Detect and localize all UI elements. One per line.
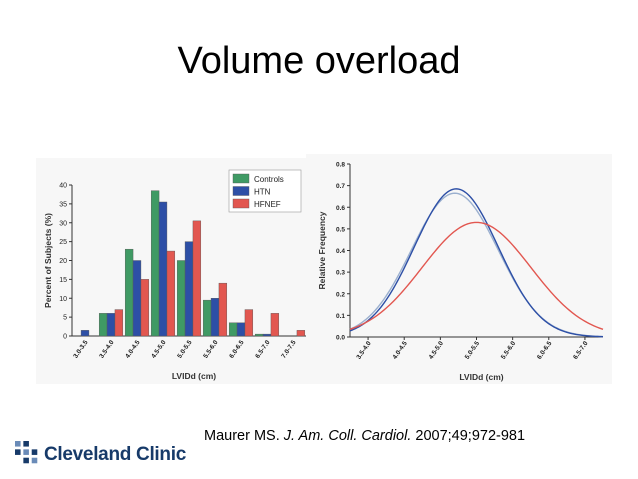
y-tick-label: 0.6 xyxy=(336,205,345,212)
citation: Maurer MS. J. Am. Coll. Cardiol. 2007;49… xyxy=(204,428,525,444)
bar-controls xyxy=(98,313,108,337)
y-tick-label: 10 xyxy=(59,296,67,303)
legend-label-hfnef: HFNEF xyxy=(254,200,281,209)
y-tick-label: 0.4 xyxy=(336,248,345,255)
y-tick-label: 30 xyxy=(59,220,67,227)
x-axis-label: LVIDd (cm) xyxy=(172,371,216,381)
bar-htn xyxy=(80,330,90,337)
y-tick-label: 5 xyxy=(63,315,67,322)
figure-background-right xyxy=(306,154,612,384)
bar-hfnef xyxy=(270,313,280,337)
bar-htn xyxy=(132,260,142,337)
curve-htn xyxy=(349,188,604,338)
y-tick-label: 0.7 xyxy=(336,183,345,190)
curve-hfnef xyxy=(349,221,604,330)
y-tick-label: 0.3 xyxy=(336,270,345,277)
bar-htn xyxy=(210,298,220,337)
bar-hfnef xyxy=(140,279,150,337)
bar-htn xyxy=(184,241,194,337)
bar-hfnef xyxy=(166,250,176,337)
bar-controls xyxy=(202,299,212,337)
bar-hfnef xyxy=(244,309,254,337)
y-tick-label: 0.2 xyxy=(336,291,345,298)
bar-controls xyxy=(228,322,238,337)
x-axis-label: LVIDd (cm) xyxy=(459,372,503,382)
legend-swatch-htn xyxy=(232,186,250,196)
citation-journal: J. Am. Coll. Cardiol. xyxy=(283,428,412,444)
distribution-panel: 0.00.10.20.30.40.50.60.70.83.5-4.0 4.0-4.… xyxy=(317,162,604,382)
bar-hfnef xyxy=(114,309,124,337)
bar-controls xyxy=(176,260,186,337)
citation-ref: 2007;49;972-981 xyxy=(415,428,526,444)
y-axis-label: Percent of Subjects (%) xyxy=(43,213,53,308)
y-tick-label: 0.5 xyxy=(336,226,345,233)
legend-label-controls: Controls xyxy=(254,175,284,184)
bar-controls xyxy=(124,248,134,337)
bar-htn xyxy=(106,313,116,337)
bar-hfnef xyxy=(296,330,306,337)
legend-swatch-controls xyxy=(232,173,250,184)
y-tick-label: 0.1 xyxy=(336,313,345,320)
bar-htn xyxy=(158,201,168,337)
logo-text: Cleveland Clinic xyxy=(44,444,186,465)
y-axis-label: Relative Frequency xyxy=(317,211,327,289)
bar-controls xyxy=(254,333,264,337)
y-tick-label: 40 xyxy=(59,183,67,190)
y-tick-label: 0 xyxy=(63,334,67,341)
bar-hfnef xyxy=(218,282,228,337)
y-tick-label: 25 xyxy=(59,239,67,246)
y-tick-label: 20 xyxy=(59,258,67,265)
y-tick-label: 0.0 xyxy=(336,335,345,342)
bar-htn xyxy=(262,333,272,337)
cleveland-clinic-logo-icon xyxy=(15,441,38,464)
bar-htn xyxy=(236,322,246,337)
slide-title: Volume overload xyxy=(177,40,461,82)
y-tick-label: 35 xyxy=(59,201,67,208)
bar-hfnef xyxy=(192,220,202,337)
legend-label-htn: HTN xyxy=(254,188,271,197)
legend-swatch-hfnef xyxy=(232,198,250,209)
y-tick-label: 0.8 xyxy=(336,162,345,169)
citation-author: Maurer MS. xyxy=(204,428,280,444)
bar-controls xyxy=(150,190,160,337)
y-tick-label: 15 xyxy=(59,277,67,284)
